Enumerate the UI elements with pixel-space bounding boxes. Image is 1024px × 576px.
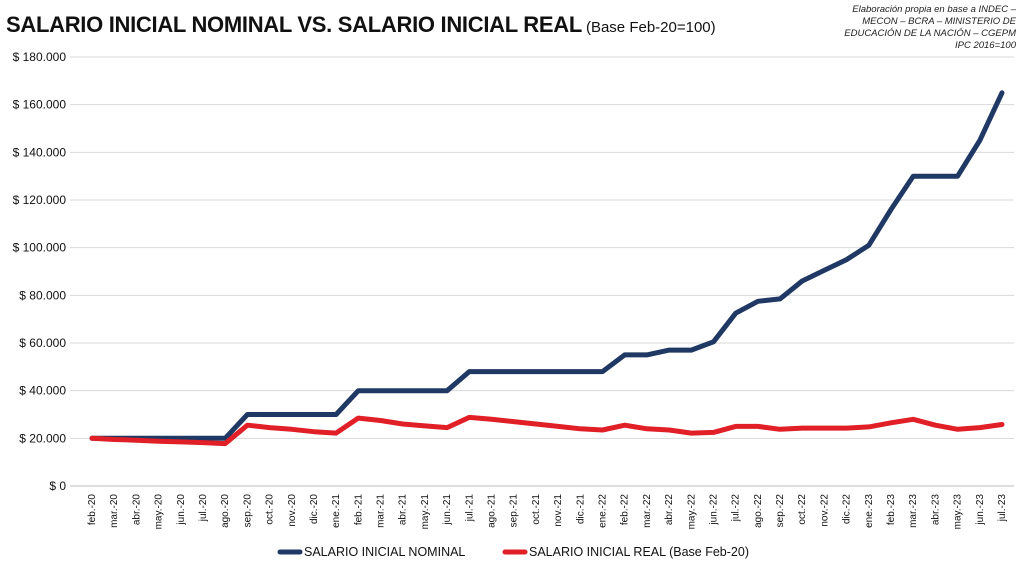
y-axis-tick-labels: $ 0 $ 20.000 $ 40.000 $ 60.000 $ 80.000 $ 100… [13, 50, 67, 493]
series-line-nominal [89, 90, 1005, 441]
x-tick-label: nov.-20 [287, 494, 298, 527]
x-tick-label: oct.-20 [265, 494, 276, 525]
x-tick-label: mar.-20 [109, 494, 120, 528]
chart-title: SALARIO INICIAL NOMINAL VS. SALARIO INIC… [6, 12, 716, 38]
chart-title-main: SALARIO INICIAL NOMINAL VS. SALARIO INIC… [6, 12, 582, 37]
x-tick-label: jul.-22 [731, 494, 742, 523]
source-line: EDUCACIÓN DE LA NACIÓN – CGEPM [844, 28, 1016, 39]
y-tick-label: $ 20.000 [19, 431, 66, 445]
x-tick-label: jul.-21 [464, 494, 475, 523]
x-tick-label: may.-22 [686, 494, 697, 530]
x-tick-label: feb.-21 [353, 494, 364, 526]
x-tick-label: oct.-21 [531, 494, 542, 525]
y-tick-label: $ 80.000 [19, 288, 66, 302]
x-tick-label: oct.-22 [797, 494, 808, 525]
x-tick-label: abr.-20 [131, 494, 142, 526]
x-tick-label: nov.-21 [553, 494, 564, 527]
x-axis-tick-labels: feb.-20 mar.-20 abr.-20 may.-20 jun.-20 jul.-… [87, 494, 1008, 530]
source-line: Elaboración propia en base a INDEC – [852, 4, 1016, 15]
y-tick-label: $ 60.000 [19, 336, 66, 350]
x-tick-label: sep.-22 [775, 494, 786, 528]
x-tick-label: dic.-22 [842, 494, 853, 524]
x-tick-label: jun.-21 [442, 494, 453, 526]
x-tick-label: ago.-20 [220, 494, 231, 528]
y-tick-label: $ 120.000 [13, 193, 67, 207]
x-tick-label: abr.-21 [398, 494, 409, 526]
legend-label: SALARIO INICIAL NOMINAL [304, 545, 465, 559]
source-line: IPC 2016=100 [954, 40, 1016, 51]
x-tick-label: abr.-22 [664, 494, 675, 526]
chart-title-subtitle: (Base Feb-20=100) [585, 19, 716, 36]
x-tick-label: jun.-20 [176, 494, 187, 526]
y-tick-label: $ 140.000 [13, 145, 67, 159]
x-tick-label: mar.-21 [376, 494, 387, 528]
source-note: Elaboración propia en base a INDEC – MEC… [816, 4, 1016, 52]
x-tick-label: mar.-23 [908, 494, 919, 528]
series-line-real [89, 414, 1005, 447]
x-tick-label: jul.-23 [997, 494, 1008, 523]
x-tick-label: may.-23 [953, 494, 964, 530]
x-tick-label: ene.-21 [331, 494, 342, 528]
gridlines [70, 56, 1014, 487]
x-tick-label: mar.-22 [642, 494, 653, 528]
y-tick-label: $ 180.000 [13, 50, 67, 64]
y-tick-label: $ 100.000 [13, 241, 67, 255]
x-tick-label: may.-20 [154, 494, 165, 530]
x-tick-label: feb.-20 [87, 494, 98, 526]
source-line: MECON – BCRA – MINISTERIO DE [862, 16, 1016, 27]
x-tick-label: ene.-23 [864, 494, 875, 528]
x-tick-label: dic.-21 [575, 494, 586, 524]
x-tick-label: may.-21 [420, 494, 431, 530]
x-tick-label: jun.-22 [708, 494, 719, 526]
legend-label: SALARIO INICIAL REAL (Base Feb-20) [529, 545, 749, 559]
y-tick-label: $ 0 [49, 479, 66, 493]
x-tick-label: dic.-20 [309, 494, 320, 524]
x-tick-label: nov.-22 [819, 494, 830, 527]
y-tick-label: $ 40.000 [19, 384, 66, 398]
x-tick-label: feb.-23 [886, 494, 897, 526]
x-tick-label: ago.-22 [753, 494, 764, 528]
x-tick-label: ago.-21 [487, 494, 498, 528]
x-tick-label: abr.-23 [930, 494, 941, 526]
x-tick-label: sep.-20 [242, 494, 253, 528]
y-tick-label: $ 160.000 [13, 98, 67, 112]
x-tick-label: ene.-22 [597, 494, 608, 528]
x-tick-label: feb.-22 [620, 494, 631, 526]
x-tick-label: jun.-23 [975, 494, 986, 526]
x-tick-label: sep.-21 [509, 494, 520, 528]
x-tick-label: jul.-20 [198, 494, 209, 523]
series-lines [89, 90, 1005, 447]
legend: SALARIO INICIAL NOMINAL SALARIO INICIAL R… [277, 545, 749, 559]
